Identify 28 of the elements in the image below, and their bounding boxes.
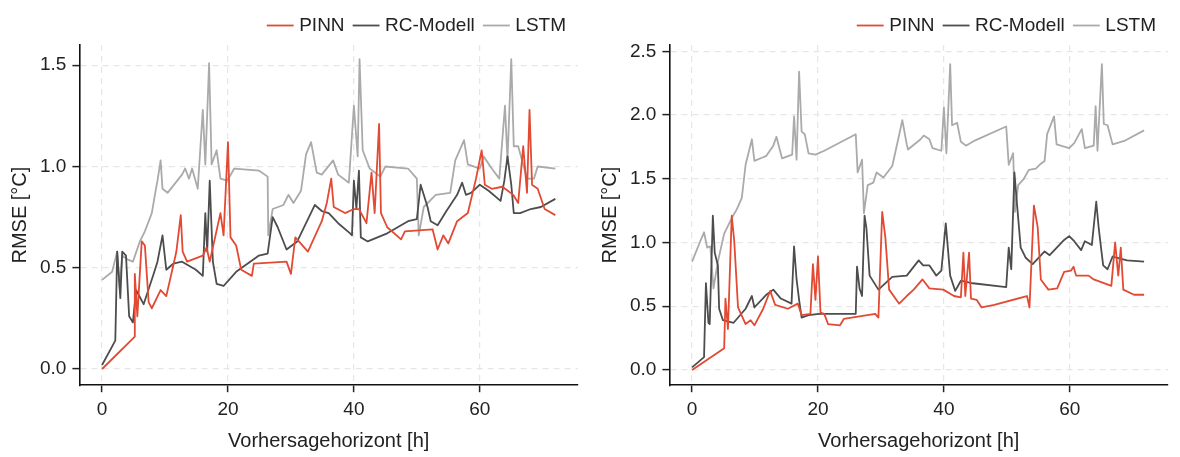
x-axis-title: Vorhersagehorizont [h] — [228, 428, 430, 451]
x-tick-label: 60 — [469, 397, 491, 419]
y-tick-label: 0.5 — [629, 294, 657, 316]
y-tick-label: 1.5 — [39, 53, 67, 75]
y-axis-title: RMSE [°C] — [7, 166, 30, 264]
y-tick-label: 0.0 — [39, 357, 67, 379]
y-tick-label: 2.0 — [629, 103, 657, 125]
x-tick-label: 60 — [1059, 397, 1081, 419]
legend-label: PINN — [889, 13, 935, 35]
x-tick-label: 0 — [686, 397, 698, 419]
x-tick-label: 20 — [807, 397, 829, 419]
x-tick-label: 20 — [217, 397, 239, 419]
x-axis-title: Vorhersagehorizont [h] — [818, 428, 1020, 451]
y-tick-label: 1.0 — [629, 230, 657, 252]
y-tick-label: 0.0 — [629, 358, 657, 380]
legend-label: RC-Modell — [385, 13, 475, 35]
y-tick-label: 2.5 — [629, 39, 657, 61]
y-tick-label: 0.5 — [39, 255, 67, 277]
legend-label: RC-Modell — [975, 13, 1065, 35]
y-tick-label: 1.5 — [629, 167, 657, 189]
x-tick-label: 40 — [933, 397, 955, 419]
legend-label: LSTM — [515, 13, 567, 35]
x-tick-label: 40 — [343, 397, 365, 419]
legend-label: PINN — [299, 13, 345, 35]
y-axis-title: RMSE [°C] — [597, 166, 620, 264]
y-tick-label: 1.0 — [39, 154, 67, 176]
x-tick-label: 0 — [96, 397, 108, 419]
legend-label: LSTM — [1105, 13, 1157, 35]
